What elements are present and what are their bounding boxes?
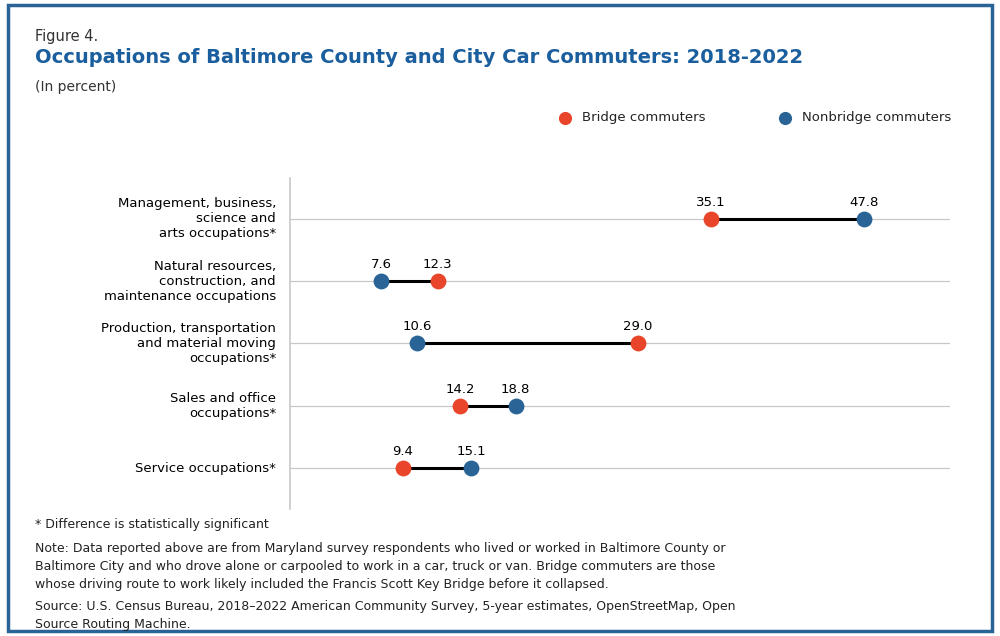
Text: Occupations of Baltimore County and City Car Commuters: 2018-2022: Occupations of Baltimore County and City… [35,48,803,67]
Point [856,214,872,224]
Point [557,113,573,123]
Point [430,276,446,286]
Text: (In percent): (In percent) [35,80,116,93]
Text: 18.8: 18.8 [501,383,530,396]
Text: Bridge commuters: Bridge commuters [582,111,706,124]
Text: 35.1: 35.1 [696,196,726,209]
Point [463,463,479,473]
Text: Figure 4.: Figure 4. [35,29,98,44]
Text: 47.8: 47.8 [849,196,878,209]
Text: * Difference is statistically significant: * Difference is statistically significan… [35,518,269,531]
Text: 15.1: 15.1 [456,445,486,459]
Text: Nonbridge commuters: Nonbridge commuters [802,111,951,124]
Text: Source: U.S. Census Bureau, 2018–2022 American Community Survey, 5-year estimate: Source: U.S. Census Bureau, 2018–2022 Am… [35,600,736,631]
Text: 7.6: 7.6 [371,258,392,271]
Point [395,463,411,473]
Point [777,113,793,123]
Text: 14.2: 14.2 [446,383,475,396]
Text: 10.6: 10.6 [403,321,432,333]
Text: Note: Data reported above are from Maryland survey respondents who lived or work: Note: Data reported above are from Maryl… [35,542,726,591]
Point [703,214,719,224]
Text: 12.3: 12.3 [423,258,452,271]
Point [630,338,646,349]
Text: 29.0: 29.0 [623,321,653,333]
Point [373,276,389,286]
Point [508,401,524,411]
Point [409,338,425,349]
Text: 9.4: 9.4 [392,445,413,459]
Point [452,401,468,411]
